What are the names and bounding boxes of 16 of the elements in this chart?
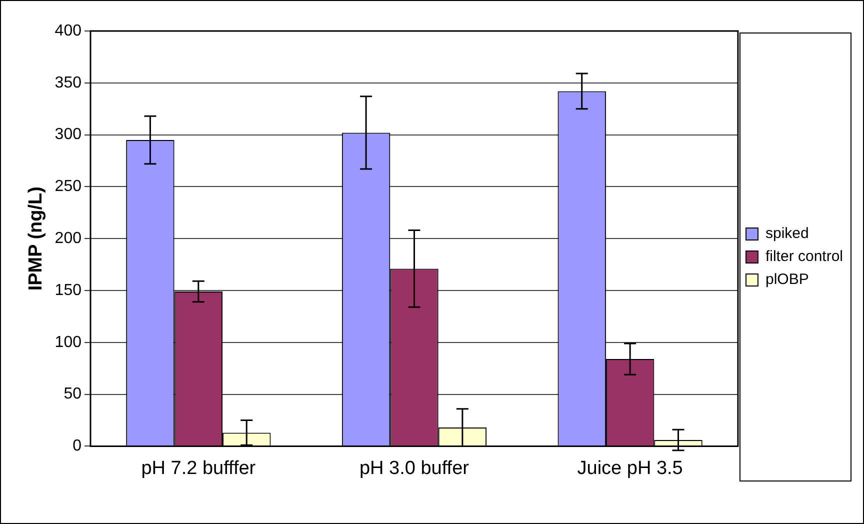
x-tick-label: Juice pH 3.5 — [577, 458, 683, 479]
x-tick-label: pH 7.2 bufffer — [141, 458, 256, 479]
y-tick-label: 300 — [54, 126, 82, 144]
y-tick-label: 100 — [54, 334, 82, 351]
legend-label: plOBP — [765, 271, 809, 288]
legend-label: filter control — [765, 248, 844, 266]
y-tick-label: 50 — [64, 386, 82, 403]
y-tick-label: 250 — [54, 178, 82, 196]
legend-label: spiked — [765, 225, 809, 242]
y-axis-title: IPMP (ng/L) — [26, 186, 47, 291]
x-tick-label: pH 3.0 buffer — [359, 458, 470, 479]
y-tick-label: 0 — [72, 438, 82, 455]
y-tick-label: 350 — [54, 74, 82, 92]
y-tick-label: 200 — [54, 230, 82, 248]
y-tick-label: 150 — [54, 282, 82, 299]
y-tick-label: 400 — [54, 22, 82, 40]
